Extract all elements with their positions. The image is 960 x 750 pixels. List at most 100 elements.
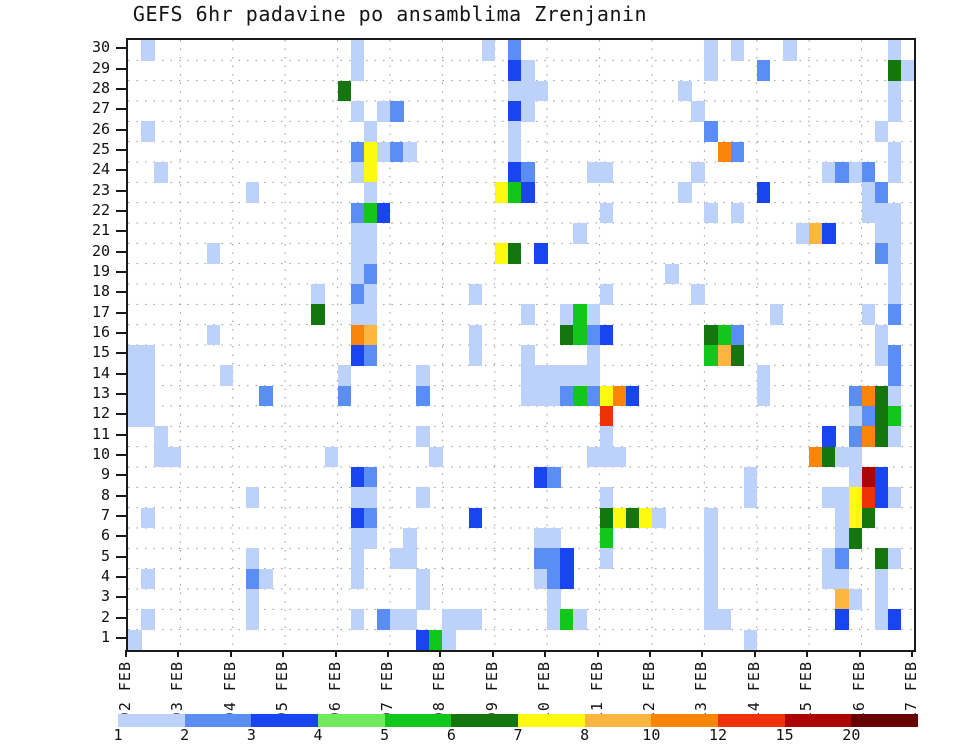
colorbar-tick-label: 2: [180, 726, 190, 744]
heatmap-cell: [822, 426, 836, 448]
heatmap-cell: [573, 385, 587, 407]
heatmap-cell: [599, 202, 614, 224]
colorbar-tick-label: 1: [113, 726, 123, 744]
heatmap-cell: [350, 548, 365, 570]
heatmap-cell: [141, 406, 155, 427]
y-tick-mark: [116, 575, 126, 578]
heatmap-cell: [141, 40, 155, 61]
heatmap-cell: [141, 385, 155, 407]
y-tick-label: 20: [91, 241, 110, 260]
y-tick-mark: [116, 250, 126, 253]
heatmap-cell: [350, 487, 365, 509]
y-tick-label: 9: [100, 465, 110, 484]
heatmap-cell: [494, 182, 509, 204]
y-tick-mark: [116, 270, 126, 273]
y-tick-mark: [116, 555, 126, 558]
heatmap-cell: [717, 141, 731, 163]
y-tick-label: 7: [100, 505, 110, 524]
x-tick-mark: [229, 650, 232, 657]
colorbar-swatch: [651, 714, 719, 727]
heatmap-cell: [259, 385, 273, 407]
heatmap-cell: [586, 365, 600, 387]
y-tick-label: 16: [91, 322, 110, 341]
heatmap-cell: [521, 182, 535, 204]
heatmap-cell: [586, 304, 600, 326]
heatmap-cell: [350, 223, 365, 244]
heatmap-cell: [874, 406, 889, 427]
heatmap-cell: [350, 162, 365, 183]
heatmap-cell: [128, 365, 142, 387]
heatmap-cell: [704, 507, 718, 529]
heatmap-cell: [887, 223, 902, 244]
heatmap-cell: [219, 365, 234, 387]
heatmap-cell: [599, 548, 614, 570]
heatmap-cell: [468, 324, 483, 346]
heatmap-cell: [311, 304, 325, 326]
heatmap-cell: [442, 629, 456, 651]
heatmap-cell: [154, 162, 168, 183]
heatmap-cell: [704, 609, 718, 631]
y-tick-label: 27: [91, 99, 110, 118]
x-tick-mark: [125, 650, 127, 657]
heatmap-cell: [547, 528, 561, 549]
y-tick-mark: [116, 209, 126, 212]
x-tick-mark: [439, 650, 442, 657]
heatmap-cell: [783, 40, 797, 61]
heatmap-cell: [848, 426, 862, 448]
heatmap-cell: [730, 202, 745, 224]
heatmap-cell: [717, 324, 731, 346]
heatmap-cell: [796, 223, 810, 244]
colorbar-tick-label: 3: [246, 726, 256, 744]
heatmap-cell: [638, 507, 653, 529]
y-tick-mark: [116, 372, 126, 375]
heatmap-cell: [809, 446, 823, 468]
heatmap-cell: [874, 324, 889, 346]
heatmap-cell: [337, 80, 352, 102]
x-tick-label: 05 FEB: [273, 661, 292, 722]
heatmap-cell: [547, 467, 561, 488]
heatmap-cell: [874, 223, 889, 244]
heatmap-cell: [874, 345, 889, 366]
heatmap-cell: [586, 162, 600, 183]
heatmap-cell: [245, 487, 260, 509]
heatmap-cell: [403, 609, 417, 631]
x-tick-label: 15 FEB: [797, 661, 816, 722]
heatmap-cell: [363, 182, 378, 204]
heatmap-cell: [521, 345, 535, 366]
heatmap-cell: [612, 446, 627, 468]
y-tick-label: 28: [91, 78, 110, 97]
heatmap-cell: [652, 507, 666, 529]
heatmap-cell: [547, 589, 561, 610]
heatmap-cell: [573, 324, 587, 346]
heatmap-cell: [206, 243, 221, 265]
y-tick-mark: [116, 494, 126, 497]
heatmap-cell: [560, 548, 574, 570]
heatmap-cell: [167, 446, 181, 468]
heatmap-cell: [363, 263, 378, 285]
heatmap-cell: [128, 345, 142, 366]
colorbar-tick-label: 20: [842, 726, 861, 744]
x-tick-mark: [701, 650, 704, 657]
heatmap-cell: [835, 589, 849, 610]
heatmap-cell: [337, 365, 352, 387]
heatmap-cell: [861, 467, 876, 488]
heatmap-cell: [887, 304, 902, 326]
y-tick-label: 13: [91, 383, 110, 402]
heatmap-cell: [141, 609, 155, 631]
heatmap-cell: [376, 202, 391, 224]
colorbar-swatch: [251, 714, 319, 727]
heatmap-cell: [743, 629, 758, 651]
heatmap-cell: [730, 40, 745, 61]
heatmap-cell: [363, 223, 378, 244]
heatmap-cell: [887, 426, 902, 448]
heatmap-cell: [350, 40, 365, 61]
y-tick-mark: [116, 453, 126, 456]
x-tick-label: 09 FEB: [482, 661, 501, 722]
heatmap-cell: [128, 629, 142, 651]
heatmap-cell: [887, 548, 902, 570]
x-tick-label: 07 FEB: [378, 661, 396, 722]
heatmap-cell: [756, 60, 771, 82]
heatmap-cell: [599, 507, 614, 529]
colorbar-tick-label: 4: [313, 726, 323, 744]
